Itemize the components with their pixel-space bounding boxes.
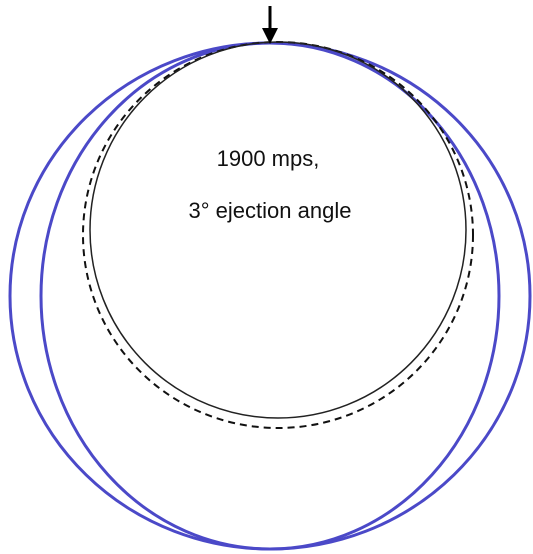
solid-circle	[89, 41, 467, 419]
annotation-line1: 1900 mps,	[217, 146, 320, 171]
annotation-line2: 3° ejection angle	[189, 198, 352, 223]
arrow-head	[262, 28, 278, 44]
